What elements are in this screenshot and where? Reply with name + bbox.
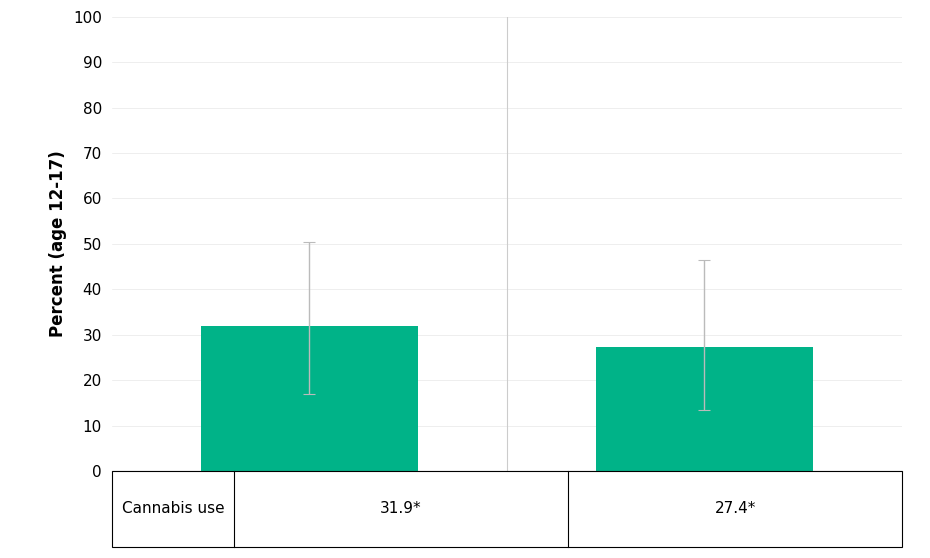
Bar bbox=[201, 326, 418, 471]
Text: Cannabis use: Cannabis use bbox=[122, 502, 224, 517]
Text: 31.9*: 31.9* bbox=[380, 502, 422, 517]
Bar bbox=[596, 347, 813, 471]
Y-axis label: Percent (age 12-17): Percent (age 12-17) bbox=[49, 151, 68, 337]
Text: 27.4*: 27.4* bbox=[714, 502, 756, 517]
FancyBboxPatch shape bbox=[112, 471, 902, 547]
